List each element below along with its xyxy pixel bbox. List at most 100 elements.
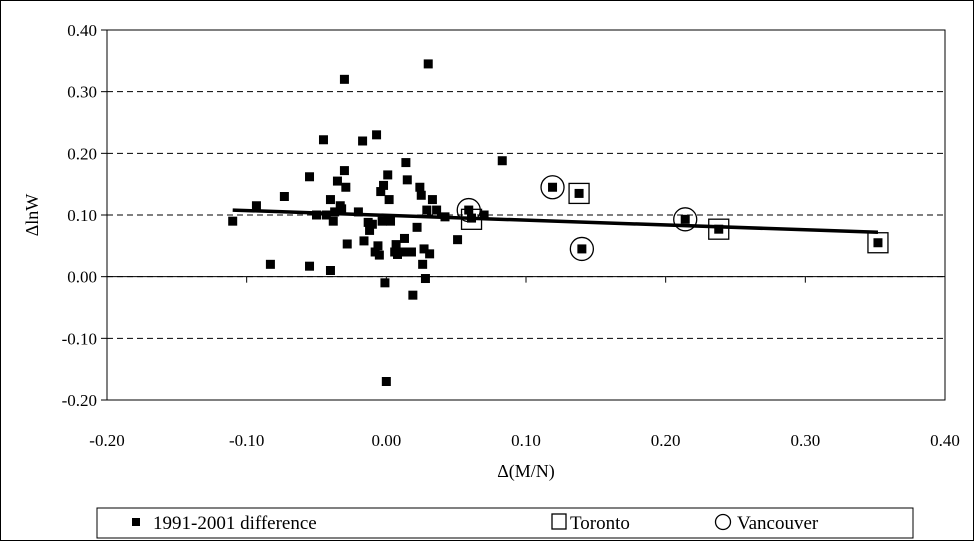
- legend-marker-open-square: [551, 513, 567, 530]
- data-point-difference: [339, 74, 349, 84]
- data-point-difference: [873, 238, 883, 248]
- data-point-difference: [359, 236, 369, 246]
- data-point-difference: [279, 192, 289, 201]
- data-point-difference: [419, 244, 429, 254]
- legend-box: [96, 507, 914, 539]
- x-tick-label: 0.40: [930, 431, 960, 450]
- data-point-difference: [398, 247, 408, 257]
- data-point-difference: [328, 216, 338, 226]
- data-point-difference: [408, 290, 418, 300]
- data-point-difference: [339, 166, 349, 176]
- data-point-difference: [325, 195, 335, 205]
- data-point-difference: [497, 156, 507, 166]
- data-point-difference: [318, 135, 328, 145]
- data-point-difference: [415, 182, 425, 192]
- data-point-difference: [312, 210, 321, 220]
- data-point-vancouver: [540, 175, 565, 200]
- x-tick-label: -0.20: [89, 431, 124, 450]
- data-point-difference: [432, 205, 442, 215]
- legend-label-toronto: Toronto: [570, 513, 630, 534]
- data-point-difference: [416, 190, 426, 200]
- data-point-difference: [383, 170, 393, 180]
- data-point-difference: [228, 216, 238, 226]
- legend-marker-open-circle: [714, 513, 732, 531]
- data-point-difference: [402, 175, 412, 185]
- data-point-difference: [380, 278, 390, 288]
- data-point-difference: [376, 187, 386, 197]
- data-point-difference: [412, 222, 422, 232]
- y-tick-label: 0.10: [67, 206, 97, 225]
- data-point-difference: [341, 182, 351, 192]
- data-point-difference: [393, 249, 403, 259]
- data-point-difference: [377, 216, 387, 226]
- data-point-difference: [425, 249, 435, 259]
- data-point-difference: [305, 172, 315, 182]
- data-point-difference: [251, 201, 261, 211]
- data-point-difference: [423, 59, 433, 69]
- data-point-difference: [381, 377, 391, 386]
- data-point-difference: [379, 180, 389, 190]
- data-point-difference: [367, 219, 377, 229]
- data-point-difference: [714, 224, 724, 234]
- data-point-difference: [406, 247, 416, 257]
- data-point-difference: [401, 158, 411, 168]
- y-tick-label: 0.40: [67, 21, 97, 40]
- legend-label-vancouver: Vancouver: [737, 513, 819, 534]
- data-point-difference: [574, 188, 584, 198]
- data-point-difference: [321, 210, 331, 220]
- data-point-difference: [427, 195, 437, 205]
- data-point-difference: [305, 261, 315, 271]
- axis-labels: 0.40 0.30 0.20 0.10 0.00 -0.10 -0.20 -0.20 -0.10…: [62, 21, 960, 450]
- data-point-difference: [265, 259, 275, 269]
- data-point-difference: [422, 205, 432, 215]
- data-point-difference: [467, 213, 477, 223]
- data-point-vancouver: [673, 207, 698, 232]
- data-point-difference: [453, 235, 463, 245]
- data-point-difference: [548, 182, 558, 192]
- trendline-layer: [232, 208, 879, 235]
- data-point-difference: [420, 274, 430, 284]
- data-point-difference: [391, 240, 401, 250]
- y-tick-label: -0.20: [62, 391, 97, 410]
- data-point-difference: [399, 233, 409, 243]
- data-point-difference: [353, 207, 363, 217]
- data-point-difference: [680, 214, 690, 224]
- y-tick-label: -0.10: [62, 329, 97, 348]
- legend: 1991-2001 difference Toronto Vancouver: [96, 507, 914, 539]
- y-tick-label: 0.20: [67, 144, 97, 163]
- data-point-difference: [384, 195, 394, 205]
- data-point-difference: [373, 241, 383, 251]
- data-point-difference: [332, 176, 342, 186]
- trendline: [232, 208, 879, 235]
- y-tick-label: 0.30: [67, 83, 97, 102]
- x-tick-label: -0.10: [229, 431, 264, 450]
- y-axis-title: ΔlnW: [22, 194, 42, 237]
- data-point-toronto: [568, 182, 590, 205]
- data-point-difference: [330, 207, 340, 217]
- data-point-difference: [386, 216, 396, 226]
- data-point-toronto: [708, 218, 730, 240]
- data-point-difference: [342, 239, 352, 249]
- data-point-difference: [479, 210, 489, 220]
- data-point-difference: [440, 212, 450, 222]
- data-points: [228, 59, 889, 386]
- data-point-vancouver: [456, 197, 481, 223]
- data-point-difference: [418, 259, 428, 269]
- legend-label-difference: 1991-2001 difference: [153, 513, 317, 534]
- x-tick-label: 0.30: [790, 431, 820, 450]
- x-tick-label: 0.10: [511, 431, 541, 450]
- data-point-difference: [358, 136, 368, 146]
- data-point-toronto: [867, 232, 889, 254]
- x-axis-title: Δ(M/N): [497, 461, 555, 482]
- data-point-difference: [337, 204, 347, 214]
- data-point-difference: [365, 225, 375, 235]
- data-point-difference: [577, 244, 587, 254]
- data-point-vancouver: [569, 236, 595, 262]
- data-point-difference: [374, 250, 384, 260]
- legend-marker-filled-square: [132, 518, 140, 526]
- data-point-difference: [325, 266, 335, 275]
- x-tick-label: 0.00: [371, 431, 401, 450]
